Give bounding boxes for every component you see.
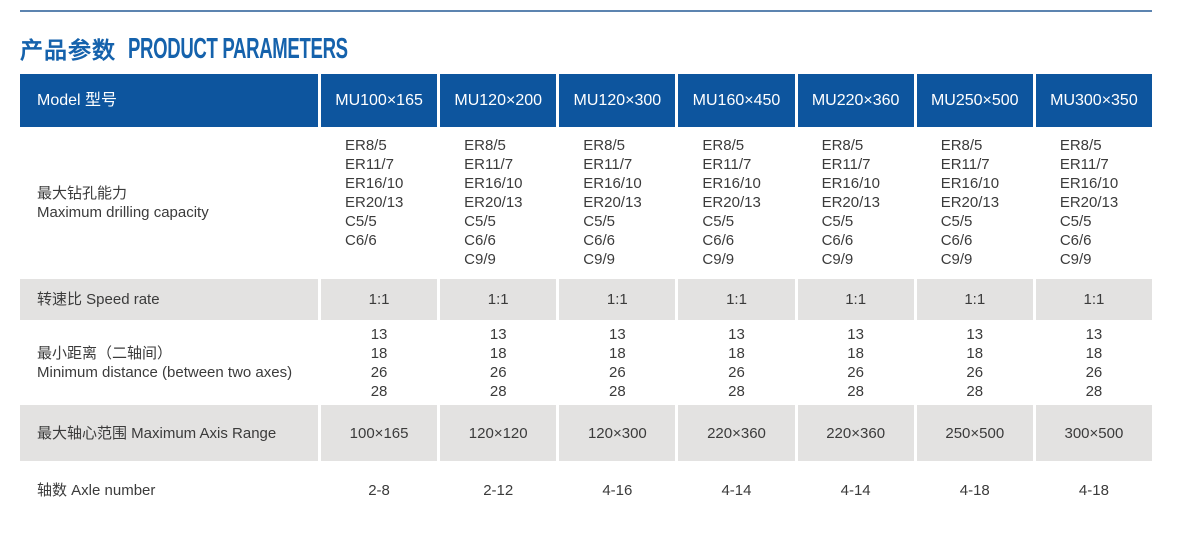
- row-label: 最小距离（二轴间） Minimum distance (between two …: [37, 344, 293, 381]
- value-cell: 1:1: [318, 279, 437, 320]
- value-cell: ER8/5 ER11/7 ER16/10 ER20/13 C5/5 C6/6 C…: [437, 127, 556, 279]
- value-cell: 1:1: [675, 279, 794, 320]
- value-cell: 1:1: [437, 279, 556, 320]
- table-row-drilling-capacity: 最大钻孔能力 Maximum drilling capacity ER8/5 E…: [20, 127, 1152, 279]
- row-label: 最大轴心范围 Maximum Axis Range: [37, 424, 277, 442]
- page-title: 产品参数 PRODUCT PARAMETERS: [20, 31, 471, 66]
- value-cell: ER8/5 ER11/7 ER16/10 ER20/13 C5/5 C6/6 C…: [913, 127, 1033, 279]
- value-cell: ER8/5 ER11/7 ER16/10 ER20/13 C5/5 C6/6 C…: [1032, 127, 1152, 279]
- value-cell: 4-18: [1032, 461, 1152, 519]
- value-cell: 13 18 26 28: [556, 320, 675, 405]
- value-cell: 13 18 26 28: [318, 320, 437, 405]
- value-cell: 2-12: [437, 461, 556, 519]
- value-cell: 100×165: [318, 405, 437, 461]
- value-cell: 13 18 26 28: [913, 320, 1033, 405]
- value-cell: ER8/5 ER11/7 ER16/10 ER20/13 C5/5 C6/6: [318, 127, 437, 279]
- value-cell: 120×120: [437, 405, 556, 461]
- value-cell: 1:1: [794, 279, 914, 320]
- table-row-axle-number: 轴数 Axle number 2-8 2-12 4-16 4-14 4-14 4…: [20, 461, 1152, 519]
- header-model-mu120x300: MU120×300: [556, 74, 675, 127]
- value-cell: 13 18 26 28: [675, 320, 794, 405]
- page-title-en: PRODUCT PARAMETERS: [128, 33, 348, 65]
- parameters-table: Model 型号 MU100×165 MU120×200 MU120×300 M…: [20, 74, 1152, 519]
- table-header-row: Model 型号 MU100×165 MU120×200 MU120×300 M…: [20, 74, 1152, 127]
- header-model-mu220x360: MU220×360: [794, 74, 914, 127]
- value-cell: 1:1: [1032, 279, 1152, 320]
- value-cell: 220×360: [675, 405, 794, 461]
- value-cell: ER8/5 ER11/7 ER16/10 ER20/13 C5/5 C6/6 C…: [794, 127, 914, 279]
- header-model-mu300x350: MU300×350: [1032, 74, 1152, 127]
- value-cell: 4-14: [794, 461, 914, 519]
- row-label: 转速比 Speed rate: [37, 291, 160, 308]
- table-row-speed-rate: 转速比 Speed rate 1:1 1:1 1:1 1:1 1:1 1:1 1…: [20, 279, 1152, 320]
- value-cell: 4-18: [913, 461, 1033, 519]
- table-row-minimum-distance: 最小距离（二轴间） Minimum distance (between two …: [20, 320, 1152, 405]
- value-cell: 13 18 26 28: [1032, 320, 1152, 405]
- header-label-model: Model 型号: [37, 92, 118, 109]
- value-cell: 1:1: [913, 279, 1033, 320]
- value-cell: ER8/5 ER11/7 ER16/10 ER20/13 C5/5 C6/6 C…: [556, 127, 675, 279]
- value-cell: ER8/5 ER11/7 ER16/10 ER20/13 C5/5 C6/6 C…: [675, 127, 794, 279]
- value-cell: 250×500: [913, 405, 1033, 461]
- row-label: 最大钻孔能力 Maximum drilling capacity: [37, 185, 209, 221]
- value-cell: 120×300: [556, 405, 675, 461]
- table-row-maximum-axis-range: 最大轴心范围 Maximum Axis Range 100×165 120×12…: [20, 405, 1152, 461]
- header-model-mu160x450: MU160×450: [675, 74, 794, 127]
- value-cell: 220×360: [794, 405, 914, 461]
- value-cell: 13 18 26 28: [794, 320, 914, 405]
- header-model-mu100x165: MU100×165: [318, 74, 437, 127]
- row-label: 轴数 Axle number: [37, 481, 156, 499]
- value-cell: 2-8: [318, 461, 437, 519]
- value-cell: 4-14: [675, 461, 794, 519]
- header-model-mu120x200: MU120×200: [437, 74, 556, 127]
- value-cell: 1:1: [556, 279, 675, 320]
- top-divider-line: [20, 10, 1152, 12]
- value-cell: 300×500: [1032, 405, 1152, 461]
- value-cell: 13 18 26 28: [437, 320, 556, 405]
- page-title-zh: 产品参数: [20, 37, 116, 63]
- value-cell: 4-16: [556, 461, 675, 519]
- header-model-mu250x500: MU250×500: [913, 74, 1033, 127]
